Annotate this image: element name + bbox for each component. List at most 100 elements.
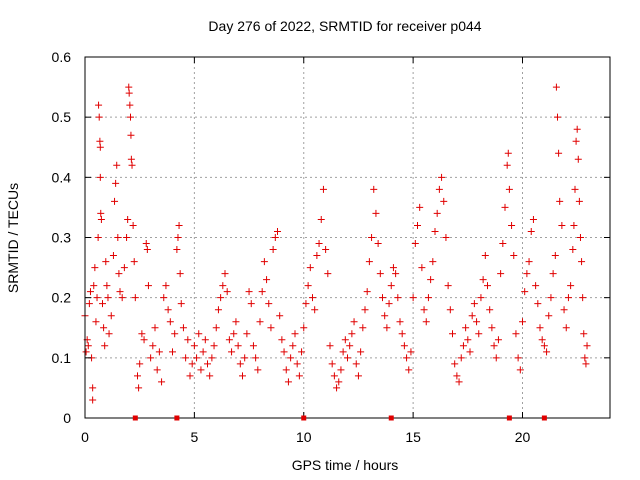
data-point	[109, 252, 117, 260]
zero-marker	[388, 415, 394, 421]
data-point	[583, 342, 591, 350]
data-point	[99, 300, 106, 308]
data-point	[302, 300, 310, 308]
data-point	[538, 336, 546, 344]
data-point	[540, 342, 548, 350]
data-point	[330, 372, 338, 380]
data-point	[127, 155, 135, 163]
data-point	[504, 149, 512, 157]
data-point	[357, 348, 365, 356]
data-point	[573, 125, 581, 133]
data-point	[435, 185, 443, 193]
data-point	[96, 137, 104, 145]
data-point	[418, 264, 426, 272]
data-point	[519, 318, 526, 326]
data-point	[582, 360, 590, 368]
data-point	[263, 276, 271, 284]
data-point	[569, 246, 577, 254]
data-point	[455, 378, 463, 386]
data-point	[581, 354, 589, 362]
data-point	[96, 173, 104, 181]
y-tick-label: 0.5	[52, 109, 72, 125]
data-point	[363, 288, 371, 296]
data-point	[549, 270, 557, 278]
data-point	[453, 372, 461, 380]
data-point	[431, 227, 439, 235]
data-point	[492, 354, 500, 362]
data-point	[89, 384, 97, 392]
data-point	[532, 282, 540, 290]
data-point	[319, 185, 327, 193]
data-point	[527, 227, 535, 235]
data-point	[328, 360, 336, 368]
data-point	[125, 89, 133, 97]
data-point	[113, 161, 121, 169]
y-axis-label: SRMTID / TECUs	[5, 183, 21, 293]
data-point	[396, 318, 404, 326]
data-point	[179, 324, 187, 332]
data-point	[258, 288, 266, 296]
data-point	[354, 372, 362, 380]
data-point	[232, 318, 240, 326]
data-point	[449, 330, 456, 338]
data-point	[155, 348, 163, 356]
data-point	[372, 209, 380, 217]
data-point	[470, 300, 478, 308]
data-point	[182, 354, 190, 362]
data-point	[158, 378, 166, 386]
data-point	[525, 258, 533, 266]
data-point	[208, 354, 216, 362]
data-point	[562, 324, 570, 332]
data-point	[131, 294, 139, 302]
x-tick-label: 0	[81, 429, 89, 445]
data-point	[138, 330, 146, 338]
data-point	[82, 348, 90, 356]
data-point	[175, 221, 183, 229]
data-point	[300, 324, 308, 332]
data-point	[97, 209, 105, 217]
data-point	[468, 312, 476, 320]
data-point	[84, 342, 92, 350]
data-point	[429, 258, 437, 266]
data-point	[120, 264, 128, 272]
data-point	[514, 354, 522, 362]
data-point	[505, 185, 513, 193]
data-point	[89, 396, 97, 404]
data-point	[523, 270, 531, 278]
data-point	[554, 113, 561, 121]
data-point	[409, 294, 417, 302]
y-tick-label: 0	[63, 410, 71, 426]
data-point	[278, 336, 286, 344]
data-point	[451, 360, 459, 368]
data-point	[107, 312, 115, 320]
data-point	[304, 282, 312, 290]
data-point	[129, 221, 137, 229]
data-point	[574, 155, 582, 163]
data-point	[466, 348, 474, 356]
data-point	[570, 221, 578, 229]
data-point	[405, 366, 413, 374]
data-point	[95, 113, 103, 121]
zero-marker	[301, 415, 307, 421]
data-point	[265, 300, 273, 308]
data-point	[481, 252, 489, 260]
data-point	[104, 294, 112, 302]
data-point	[90, 282, 98, 290]
data-point	[543, 348, 551, 356]
data-point	[315, 240, 323, 248]
data-point	[184, 336, 192, 344]
data-point	[407, 348, 415, 356]
data-point	[115, 270, 123, 278]
data-point	[361, 306, 369, 314]
data-point	[95, 101, 103, 109]
data-point	[497, 270, 505, 278]
data-point	[298, 348, 306, 356]
data-point	[479, 276, 487, 284]
data-point	[564, 294, 572, 302]
data-point	[293, 360, 301, 368]
data-point	[174, 234, 182, 241]
data-point	[457, 354, 465, 362]
data-point	[536, 324, 544, 332]
data-point	[555, 149, 563, 157]
data-point	[217, 294, 225, 302]
